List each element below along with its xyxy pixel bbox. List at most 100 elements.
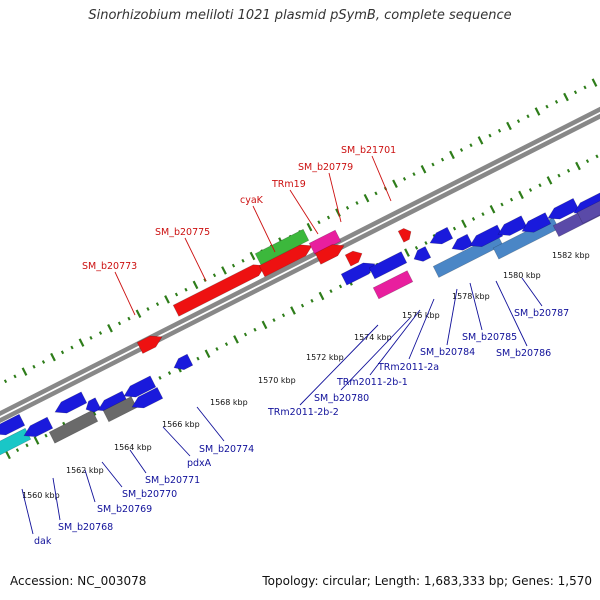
lower-track-tick <box>158 376 162 380</box>
gene-label-sm-b20770: SM_b20770 <box>122 489 177 500</box>
upper-track-tick <box>203 278 207 282</box>
leader-sm-b20784 <box>446 288 458 346</box>
scale-label-1560-kbp: 1560 kbp <box>22 491 60 500</box>
upper-track-tick <box>317 220 321 225</box>
gene-label-trm19: TRm19 <box>271 179 306 190</box>
gene-label-sm-b20775: SM_b20775 <box>155 227 210 238</box>
gene-dak-box <box>0 427 32 456</box>
upper-track-tick <box>78 338 85 347</box>
leader-sm-b20769 <box>84 469 96 503</box>
upper-track-tick <box>50 352 56 362</box>
leader-sm-b20787 <box>521 277 543 307</box>
upper-track-tick <box>146 307 150 311</box>
leader-sm-b20785 <box>469 282 483 331</box>
gene-small-red-arrow <box>344 250 363 267</box>
gene-label-sm-b20784: SM_b20784 <box>420 347 475 358</box>
upper-track-tick <box>174 292 179 297</box>
gene-sm-b20771-box <box>102 396 138 423</box>
upper-track-tick <box>13 374 17 379</box>
gene-blue-arrow-f <box>469 224 504 248</box>
upper-track-tick <box>374 191 378 196</box>
gene-sm-b20768-box <box>48 409 99 444</box>
upper-track-tick <box>440 157 445 162</box>
lower-track-tick <box>509 197 514 202</box>
gene-sm-b20773-arrow <box>136 335 163 354</box>
gene-trm2011-2b-2-arrow <box>340 262 376 286</box>
upper-track-tick <box>306 222 313 232</box>
lower-track-tick <box>557 173 561 178</box>
upper-track-tick <box>241 258 245 263</box>
scale-label-1566-kbp: 1566 kbp <box>162 420 200 429</box>
scale-label-1574-kbp: 1574 kbp <box>354 333 392 342</box>
lower-track-tick <box>310 298 314 303</box>
upper-track-tick <box>326 215 331 220</box>
upper-track-tick <box>164 295 170 304</box>
gene-label-sm-b20780: SM_b20780 <box>314 393 369 404</box>
lower-track-tick <box>424 241 428 245</box>
gene-blue-arrow-b <box>23 416 54 438</box>
gene-blue-arrow-g <box>497 215 528 236</box>
leader-sm-b20786 <box>495 280 528 347</box>
gene-purple-box-b <box>576 200 600 224</box>
lower-track-tick <box>5 450 11 460</box>
upper-track-tick <box>345 205 350 210</box>
gene-trm19-box <box>308 229 342 255</box>
upper-track-tick <box>516 119 521 123</box>
upper-track-tick <box>192 280 199 290</box>
gene-trm2011-2a-arrow <box>413 246 432 262</box>
upper-track-tick <box>412 172 416 176</box>
gene-label-cyak: cyaK <box>240 195 264 206</box>
upper-track-tick <box>449 150 455 160</box>
upper-track-tick <box>573 90 578 95</box>
backbone-lower-line <box>0 113 600 424</box>
gene-label-sm-b20769: SM_b20769 <box>97 504 152 515</box>
upper-track-tick <box>41 360 46 364</box>
scale-label-1576-kbp: 1576 kbp <box>402 311 440 320</box>
leader-sm-b21701 <box>371 155 392 202</box>
upper-track-tick <box>231 263 236 268</box>
upper-track-tick <box>212 273 217 278</box>
upper-track-tick <box>89 335 93 340</box>
backbone-upper-line <box>0 106 600 417</box>
scale-label-1564-kbp: 1564 kbp <box>114 443 152 452</box>
gene-label-sm-b20779: SM_b20779 <box>298 162 353 173</box>
lower-track-tick <box>500 202 504 207</box>
scale-label-1578-kbp: 1578 kbp <box>452 292 490 301</box>
gene-cyak-box <box>254 228 310 266</box>
gene-label-sm-b21701: SM_b21701 <box>341 145 396 156</box>
lower-track-tick <box>404 248 410 257</box>
gene-label-trm2011-2a: TRm2011-2a <box>377 362 439 373</box>
gene-sm-b20770-arrow <box>85 397 102 413</box>
lower-track-tick <box>471 217 476 221</box>
upper-track-tick <box>420 165 427 174</box>
upper-track-tick <box>249 251 256 261</box>
leader-sm-b20770 <box>101 461 123 488</box>
gene-sm-b21701-arrow <box>397 228 412 243</box>
gene-blue-arrow-d <box>173 353 194 371</box>
lower-track-tick <box>528 188 533 192</box>
upper-track-tick <box>70 345 74 350</box>
lower-track-tick <box>595 154 599 159</box>
upper-track-tick <box>155 302 160 307</box>
gene-label-trm2011-2b-1: TRm2011-2b-1 <box>336 377 408 388</box>
leader-sm-b20779 <box>328 172 342 223</box>
upper-track-tick <box>554 99 559 104</box>
gene-blue-arrow-i <box>547 197 580 220</box>
upper-track-tick <box>402 177 407 181</box>
gene-cyak-arrow <box>258 244 313 278</box>
lower-track-tick <box>452 226 457 231</box>
lower-track-tick <box>338 284 343 289</box>
lower-track-tick <box>25 443 29 448</box>
upper-track-tick <box>127 316 131 321</box>
scale-label-1568-kbp: 1568 kbp <box>210 398 248 407</box>
gene-label-sm-b20787: SM_b20787 <box>514 308 569 319</box>
lower-track-tick <box>414 245 419 250</box>
lower-track-tick <box>318 291 325 301</box>
upper-track-tick <box>563 92 569 102</box>
lower-track-tick <box>44 433 48 438</box>
lower-track-tick <box>33 436 40 445</box>
upper-track-tick <box>534 107 541 116</box>
leader-trm19 <box>289 189 319 235</box>
upper-track-tick <box>363 193 370 203</box>
